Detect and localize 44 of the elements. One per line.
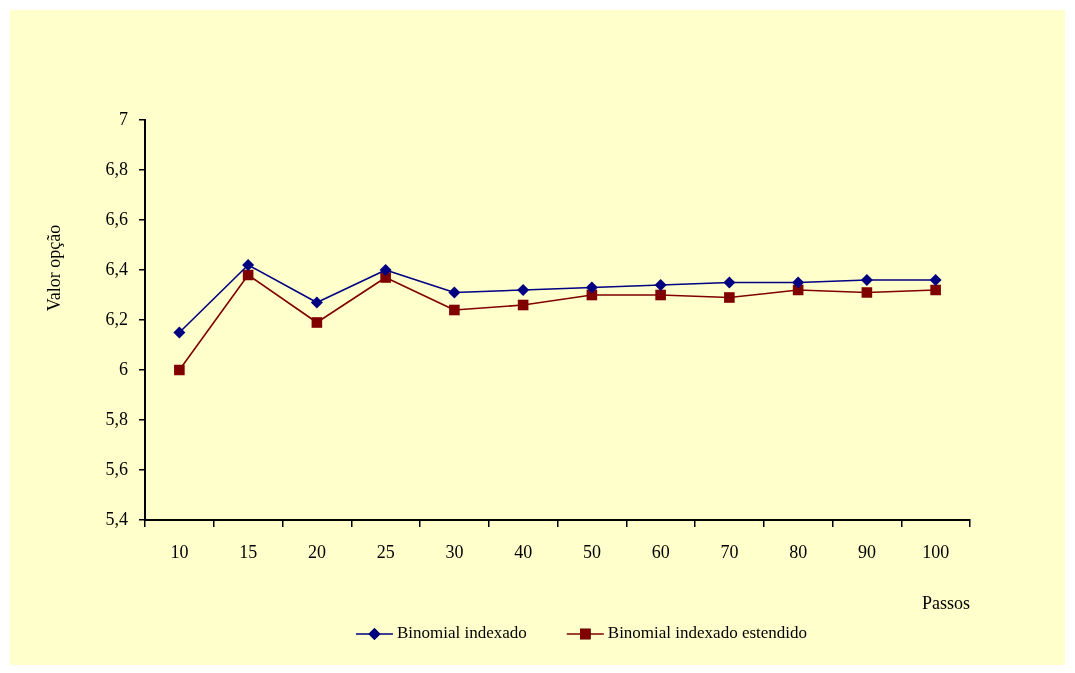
x-tick-label: 15 — [239, 541, 258, 562]
point — [860, 274, 873, 286]
legend-label: Binomial indexado estendido — [607, 623, 808, 643]
x-tick-label: 10 — [170, 541, 189, 562]
y-tick-label: 6,6 — [105, 208, 128, 229]
x-tick-label: 50 — [582, 541, 601, 562]
y-tick-label: 7 — [119, 108, 128, 129]
point — [173, 326, 186, 339]
point — [379, 264, 392, 276]
y-tick-label: 6,4 — [105, 258, 128, 279]
point — [585, 281, 598, 294]
point — [723, 276, 736, 289]
point — [861, 287, 873, 298]
point — [724, 292, 735, 303]
legend-label: Binomial indexado — [396, 623, 527, 643]
x-tick-label: 100 — [922, 541, 950, 562]
point — [449, 304, 460, 316]
y-tick-label: 5,6 — [105, 458, 128, 479]
y-axis-title: Valor opção — [43, 224, 64, 312]
point — [930, 284, 941, 296]
point — [310, 296, 323, 309]
x-axis-title: Passos — [921, 592, 970, 613]
point — [242, 259, 255, 271]
x-tick-label: 60 — [651, 541, 670, 562]
x-tick-label: 80 — [789, 541, 808, 562]
y-tick-label: 5,4 — [105, 508, 128, 529]
point — [174, 364, 185, 376]
point — [792, 276, 805, 289]
point — [517, 284, 530, 296]
point — [448, 286, 461, 299]
x-tick-label: 25 — [376, 541, 395, 562]
y-tick-label: 6 — [119, 358, 128, 379]
y-tick-label: 6,2 — [105, 308, 128, 329]
x-tick-label: 30 — [445, 541, 464, 562]
point — [311, 317, 323, 328]
y-tick-label: 5,8 — [105, 408, 128, 429]
x-tick-label: 70 — [720, 541, 739, 562]
x-tick-label: 40 — [514, 541, 533, 562]
point — [655, 289, 666, 301]
point — [929, 274, 942, 286]
y-tick-label: 6,8 — [105, 158, 128, 179]
x-tick-label: 90 — [857, 541, 876, 562]
point — [654, 279, 667, 291]
x-tick-label: 20 — [307, 541, 326, 562]
